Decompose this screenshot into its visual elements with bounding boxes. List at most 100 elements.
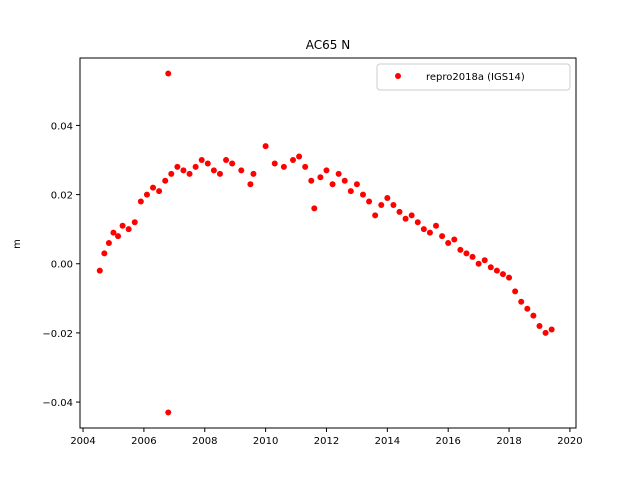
data-point-5 (119, 222, 126, 229)
data-point-72 (530, 312, 537, 319)
data-point-53 (414, 219, 421, 226)
x-tick-label: 2014 (375, 436, 400, 447)
plot-frame (79, 57, 577, 429)
data-point-49 (390, 201, 397, 208)
data-point-3 (110, 229, 117, 236)
y-axis-ticks: −0.04 −0.02 0.00 0.02 0.04 (42, 121, 80, 409)
legend: repro2018a (IGS14) (376, 63, 571, 91)
data-point-70 (518, 298, 525, 305)
data-point-27 (247, 181, 254, 188)
data-point-58 (445, 240, 452, 246)
data-point-30 (271, 160, 278, 167)
data-point-0 (96, 267, 103, 274)
data-point-60 (457, 246, 464, 253)
data-point-36 (311, 205, 318, 212)
data-point-28 (250, 170, 257, 177)
data-point-71 (524, 305, 531, 312)
data-point-19 (192, 163, 199, 170)
legend-marker (395, 73, 401, 79)
x-tick-label: 2020 (557, 436, 582, 447)
data-point-4 (115, 233, 122, 240)
data-point-67 (499, 271, 506, 278)
data-point-10 (150, 184, 157, 191)
data-point-11 (156, 188, 163, 195)
x-tick-label: 2018 (496, 436, 521, 447)
data-point-59 (451, 236, 458, 243)
data-point-13 (165, 70, 172, 77)
data-point-73 (536, 322, 543, 329)
data-point-37 (317, 174, 324, 181)
data-point-75 (548, 326, 555, 333)
x-tick-label: 2010 (253, 436, 278, 447)
data-point-35 (308, 177, 315, 184)
data-point-51 (402, 215, 409, 222)
data-point-39 (329, 181, 336, 188)
x-tick-label: 2004 (70, 436, 95, 447)
data-point-16 (174, 163, 181, 170)
y-axis-label: m (12, 239, 23, 249)
x-tick-label: 2008 (192, 436, 217, 447)
legend-label: repro2018a (IGS14) (426, 72, 525, 83)
data-point-68 (506, 274, 513, 281)
data-point-65 (487, 264, 494, 271)
data-point-74 (542, 329, 549, 336)
data-point-8 (137, 198, 144, 205)
legend-box (376, 63, 571, 91)
data-point-21 (204, 160, 211, 167)
data-point-6 (125, 226, 132, 233)
data-point-66 (493, 267, 500, 274)
x-tick-label: 2012 (314, 436, 339, 447)
data-point-47 (378, 201, 385, 208)
y-tick-label: 0.04 (51, 121, 73, 132)
data-point-32 (290, 157, 297, 164)
x-tick-label: 2016 (435, 436, 460, 447)
y-tick-label: 0.00 (51, 260, 73, 271)
data-point-43 (353, 181, 360, 188)
data-point-38 (323, 167, 330, 174)
data-point-52 (408, 212, 415, 219)
data-point-64 (481, 257, 488, 264)
data-point-42 (347, 188, 354, 195)
data-point-44 (359, 191, 366, 198)
data-point-34 (302, 163, 309, 170)
data-point-40 (335, 170, 342, 177)
data-point-69 (512, 288, 519, 295)
data-point-25 (229, 160, 236, 167)
data-point-23 (216, 170, 223, 177)
data-point-33 (296, 153, 303, 160)
data-point-7 (131, 219, 138, 226)
y-tick-label: −0.02 (42, 329, 73, 340)
x-tick-label: 2006 (131, 436, 156, 447)
data-point-26 (238, 167, 245, 174)
data-point-29 (262, 143, 269, 150)
data-point-63 (475, 260, 482, 267)
data-point-57 (439, 233, 446, 240)
x-axis-ticks: 2004 2006 2008 2010 2012 2014 2016 2018 2020 (70, 428, 583, 447)
data-point-50 (396, 208, 403, 215)
data-point-24 (223, 157, 230, 164)
data-point-14 (165, 409, 172, 416)
data-point-18 (186, 170, 193, 177)
data-point-20 (198, 157, 205, 164)
y-tick-label: −0.04 (42, 398, 73, 409)
data-point-9 (143, 191, 150, 198)
data-point-12 (162, 177, 169, 184)
data-point-31 (280, 163, 287, 170)
data-point-62 (469, 253, 476, 260)
data-point-54 (420, 226, 427, 233)
data-point-61 (463, 250, 470, 257)
data-point-41 (341, 177, 348, 184)
chart-title: AC65 N (306, 38, 350, 52)
data-point-15 (168, 170, 175, 177)
data-point-2 (105, 240, 112, 246)
data-point-48 (384, 195, 391, 202)
data-point-1 (101, 250, 108, 257)
data-points (96, 70, 555, 416)
data-point-56 (433, 222, 440, 229)
data-point-46 (372, 212, 379, 219)
data-point-22 (210, 167, 217, 174)
data-point-17 (180, 167, 187, 174)
data-point-45 (366, 198, 373, 205)
data-point-55 (426, 229, 433, 236)
